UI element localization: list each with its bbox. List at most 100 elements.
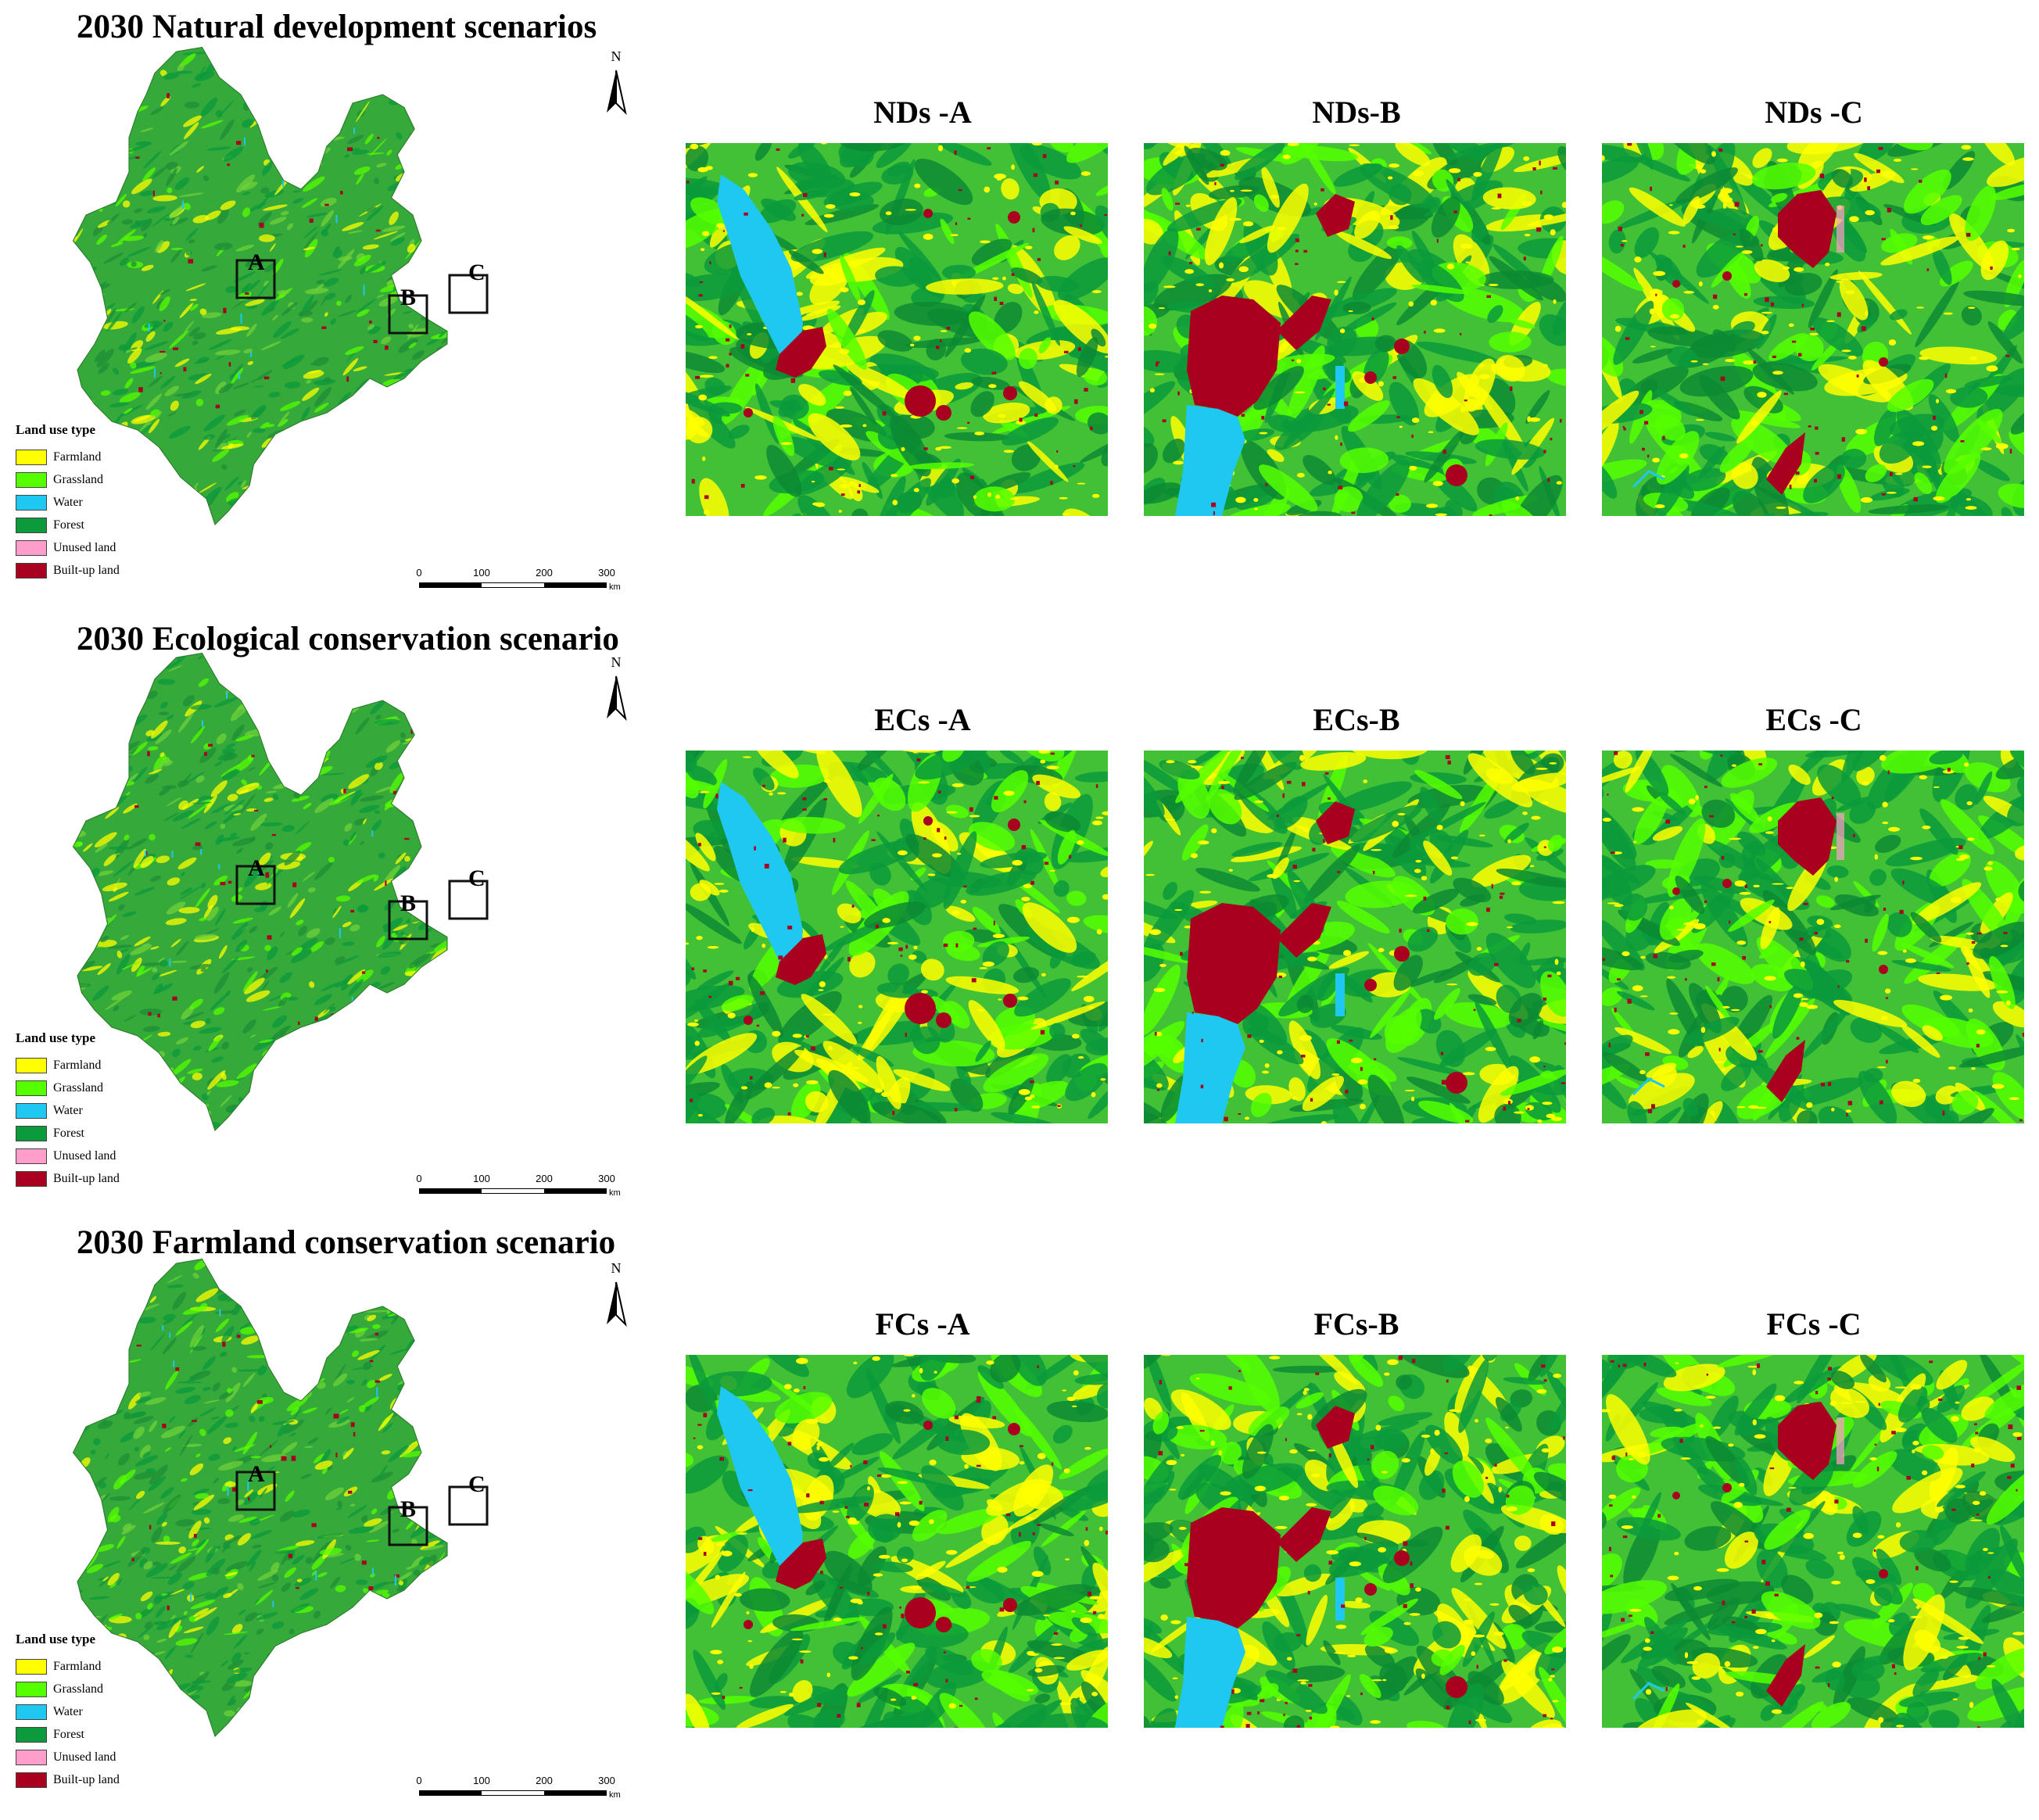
builtup-spot — [847, 957, 851, 962]
land-patch — [482, 1002, 492, 1011]
builtup-spot — [1758, 1050, 1763, 1053]
land-patch — [310, 653, 329, 657]
builtup-spot — [2022, 1033, 2024, 1037]
land-patch — [340, 974, 353, 991]
builtup-spot — [1627, 143, 1632, 146]
land-patch — [347, 230, 363, 234]
land-patch — [480, 391, 494, 399]
land-patch — [419, 399, 425, 406]
farmland-speck — [1876, 1066, 1887, 1069]
land-patch — [944, 432, 1009, 442]
farmland-speck — [998, 414, 1006, 418]
land-patch — [73, 668, 77, 688]
land-patch — [112, 367, 120, 374]
builtup-spot — [1162, 419, 1166, 423]
land-patch — [117, 229, 137, 244]
land-patch — [492, 1704, 511, 1718]
land-patch — [450, 193, 470, 216]
builtup-spot — [1261, 415, 1265, 420]
builtup-spot — [339, 191, 343, 195]
land-patch — [1728, 899, 1775, 932]
land-patch — [98, 363, 109, 374]
farmland-speck — [751, 926, 754, 933]
land-patch — [1018, 348, 1037, 370]
land-patch — [431, 142, 447, 149]
builtup-spot — [1340, 442, 1342, 446]
land-patch — [1334, 486, 1364, 513]
land-patch — [431, 501, 443, 514]
land-patch — [102, 729, 127, 738]
builtup-spot — [1286, 780, 1292, 784]
land-patch — [225, 743, 236, 748]
builtup-spot — [840, 493, 845, 496]
land-patch — [222, 768, 240, 780]
land-patch — [489, 725, 507, 746]
land-patch — [1987, 156, 2024, 188]
land-patch — [1100, 865, 1108, 877]
land-patch — [259, 667, 264, 672]
builtup-spot — [1360, 1066, 1363, 1071]
builtup-spot — [1744, 884, 1747, 889]
farmland-speck — [1736, 1105, 1746, 1109]
land-patch — [462, 1002, 475, 1019]
land-patch — [349, 924, 360, 932]
land-patch — [163, 217, 176, 221]
land-patch — [73, 660, 90, 675]
land-patch — [829, 191, 874, 212]
land-patch — [227, 1120, 245, 1130]
farmland-speck — [1809, 332, 1819, 335]
land-patch — [1233, 751, 1273, 794]
urban-core — [1778, 797, 1837, 876]
land-patch — [493, 1034, 503, 1041]
land-patch — [353, 484, 380, 488]
land-patch — [408, 323, 414, 329]
land-patch — [260, 733, 281, 740]
scale-bar-segments — [419, 1188, 607, 1194]
land-patch — [86, 44, 93, 48]
province-map: ABC — [72, 652, 507, 1132]
land-patch — [486, 512, 512, 527]
land-patch — [446, 432, 447, 454]
farmland-speck — [1062, 513, 1071, 515]
water-spot — [201, 720, 203, 727]
land-patch — [151, 973, 161, 981]
land-patch — [1433, 987, 1460, 1020]
land-patch — [355, 101, 370, 123]
land-patch — [366, 1539, 380, 1542]
land-patch — [410, 771, 419, 776]
farmland-speck — [1961, 145, 1972, 150]
land-patch — [408, 953, 431, 969]
land-patch — [213, 1007, 225, 1016]
farmland-speck — [1432, 481, 1443, 486]
land-patch — [1627, 1101, 1647, 1123]
land-patch — [263, 797, 274, 802]
builtup-spot — [1523, 256, 1526, 261]
builtup-spot — [410, 729, 413, 734]
land-patch — [262, 161, 273, 176]
land-patch — [200, 883, 206, 889]
land-patch — [419, 708, 435, 720]
farmland-speck — [1668, 905, 1674, 910]
farmland-speck — [1880, 754, 1887, 761]
land-patch — [944, 1001, 970, 1029]
land-patch — [2016, 1034, 2024, 1078]
land-patch — [149, 1420, 158, 1432]
land-patch — [278, 113, 291, 120]
farmland-speck — [1950, 897, 1962, 904]
land-patch — [159, 288, 170, 296]
farmland-speck — [1154, 373, 1165, 375]
land-patch — [973, 486, 1016, 512]
land-patch — [686, 938, 697, 980]
builtup-spot — [1887, 207, 1891, 213]
land-patch — [310, 941, 324, 952]
land-patch — [1989, 181, 2024, 200]
land-patch — [389, 1111, 402, 1120]
land-patch — [1370, 988, 1411, 1038]
builtup-spot — [138, 387, 143, 392]
province-map: ABC — [72, 1258, 511, 1738]
land-patch — [217, 47, 231, 63]
land-patch — [481, 389, 493, 403]
land-patch — [364, 1518, 382, 1528]
land-patch — [1439, 1029, 1497, 1067]
farmland-speck — [1411, 1096, 1415, 1102]
